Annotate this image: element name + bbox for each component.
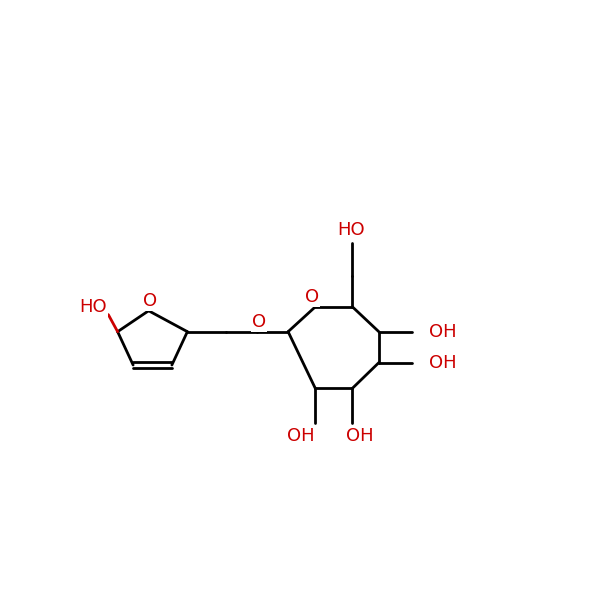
Text: OH: OH — [346, 427, 374, 445]
Text: OH: OH — [429, 323, 457, 341]
Text: OH: OH — [287, 427, 315, 445]
Text: OH: OH — [429, 353, 457, 371]
Text: O: O — [305, 288, 319, 306]
Text: O: O — [251, 313, 266, 331]
Text: HO: HO — [337, 221, 365, 239]
Text: HO: HO — [79, 298, 107, 316]
Text: O: O — [143, 292, 157, 310]
